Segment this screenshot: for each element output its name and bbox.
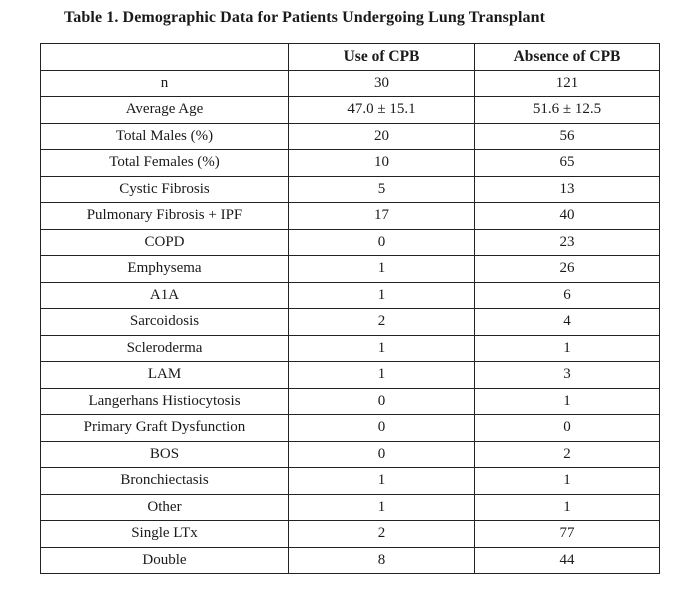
table-row: A1A 1 6 [40,281,660,309]
no-cpb-value-cell: 1 [474,467,660,495]
no-cpb-value-cell: 1 [474,387,660,415]
cpb-value-cell: 8 [288,546,475,574]
cpb-value-cell: 20 [288,122,475,150]
row-label-cell: Total Females (%) [40,149,289,177]
row-label-cell: COPD [40,228,289,256]
cpb-value-cell: 0 [288,387,475,415]
no-cpb-value-cell: 4 [474,308,660,336]
row-label-cell: Other [40,493,289,521]
cpb-value-cell: 0 [288,414,475,442]
table-row: Single LTx 2 77 [40,520,660,548]
no-cpb-value-cell: 2 [474,440,660,468]
row-label-cell: n [40,69,289,97]
no-cpb-value-cell: 40 [474,202,660,230]
table-row: Scleroderma 1 1 [40,334,660,362]
table-row: LAM 1 3 [40,361,660,389]
table-row: Sarcoidosis 2 4 [40,308,660,336]
no-cpb-value-cell: 3 [474,361,660,389]
header-cell-label [40,43,289,71]
cpb-value-cell: 2 [288,520,475,548]
no-cpb-value-cell: 1 [474,493,660,521]
cpb-value-cell: 5 [288,175,475,203]
table-row: BOS 0 2 [40,440,660,468]
no-cpb-value-cell: 44 [474,546,660,574]
row-label-cell: Double [40,546,289,574]
cpb-value-cell: 1 [288,255,475,283]
cpb-value-cell: 0 [288,440,475,468]
no-cpb-value-cell: 51.6 ± 12.5 [474,96,660,124]
no-cpb-value-cell: 6 [474,281,660,309]
cpb-value-cell: 2 [288,308,475,336]
table-row: COPD 0 23 [40,228,660,256]
cpb-value-cell: 1 [288,493,475,521]
row-label-cell: A1A [40,281,289,309]
cpb-value-cell: 1 [288,281,475,309]
cpb-value-cell: 47.0 ± 15.1 [288,96,475,124]
row-label-cell: Sarcoidosis [40,308,289,336]
table-row: Total Males (%) 20 56 [40,122,660,150]
cpb-value-cell: 17 [288,202,475,230]
table-row: Total Females (%) 10 65 [40,149,660,177]
row-label-cell: Single LTx [40,520,289,548]
row-label-cell: Bronchiectasis [40,467,289,495]
cpb-value-cell: 30 [288,69,475,97]
cpb-value-cell: 10 [288,149,475,177]
table-row: Pulmonary Fibrosis + IPF 17 40 [40,202,660,230]
row-label-cell: Pulmonary Fibrosis + IPF [40,202,289,230]
no-cpb-value-cell: 56 [474,122,660,150]
no-cpb-value-cell: 26 [474,255,660,283]
no-cpb-value-cell: 0 [474,414,660,442]
cpb-value-cell: 1 [288,467,475,495]
table-row: Other 1 1 [40,493,660,521]
table-row: Langerhans Histiocytosis 0 1 [40,387,660,415]
no-cpb-value-cell: 65 [474,149,660,177]
no-cpb-value-cell: 13 [474,175,660,203]
table-row: Primary Graft Dysfunction 0 0 [40,414,660,442]
row-label-cell: Total Males (%) [40,122,289,150]
row-label-cell: Cystic Fibrosis [40,175,289,203]
table-caption: Table 1. Demographic Data for Patients U… [64,9,546,26]
table-row: Double 8 44 [40,546,660,574]
no-cpb-value-cell: 77 [474,520,660,548]
header-row: Use of CPB Absence of CPB [40,43,660,71]
table-row: Emphysema 1 26 [40,255,660,283]
no-cpb-value-cell: 1 [474,334,660,362]
table-row: n 30 121 [40,69,660,97]
row-label-cell: Langerhans Histiocytosis [40,387,289,415]
no-cpb-value-cell: 23 [474,228,660,256]
row-label-cell: Emphysema [40,255,289,283]
cpb-value-cell: 0 [288,228,475,256]
row-label-cell: BOS [40,440,289,468]
cpb-value-cell: 1 [288,334,475,362]
table-body: n 30 121 Average Age 47.0 ± 15.1 51.6 ± 12.5 T… [40,69,660,574]
row-label-cell: Primary Graft Dysfunction [40,414,289,442]
header-cell-no-cpb: Absence of CPB [474,43,660,71]
table-row: Bronchiectasis 1 1 [40,467,660,495]
row-label-cell: Average Age [40,96,289,124]
no-cpb-value-cell: 121 [474,69,660,97]
table-row: Cystic Fibrosis 5 13 [40,175,660,203]
table-row: Average Age 47.0 ± 15.1 51.6 ± 12.5 [40,96,660,124]
demographic-table: Use of CPB Absence of CPB n 30 121 Average … [40,43,660,574]
cpb-value-cell: 1 [288,361,475,389]
row-label-cell: LAM [40,361,289,389]
header-cell-cpb: Use of CPB [288,43,475,71]
row-label-cell: Scleroderma [40,334,289,362]
